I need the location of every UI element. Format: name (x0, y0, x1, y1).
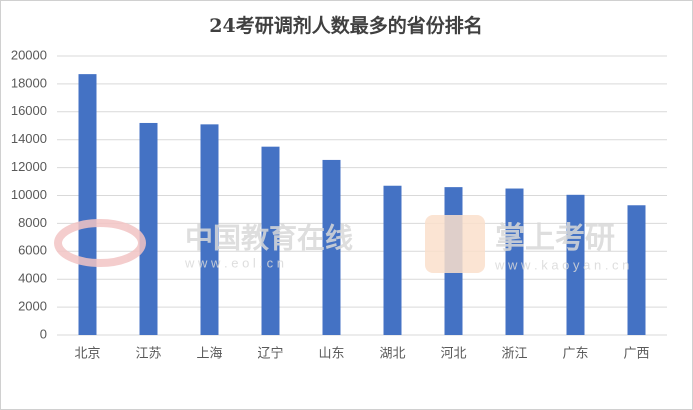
x-tick-label: 北京 (74, 345, 100, 360)
watermark-url: w w w . e o l . c n (184, 255, 284, 270)
x-tick-label: 浙江 (501, 345, 527, 360)
y-tick-label: 12000 (11, 159, 47, 174)
bar (139, 122, 158, 336)
bar (322, 159, 341, 335)
y-tick-label: 14000 (11, 131, 47, 146)
watermark-name: 掌上考研 (495, 222, 615, 255)
y-tick-label: 18000 (11, 75, 47, 90)
bar (505, 188, 524, 335)
x-tick-label: 山东 (318, 345, 344, 360)
x-tick-label: 河北 (440, 345, 466, 360)
y-tick-label: 10000 (11, 187, 47, 202)
watermark-1: 中国教育在线 w w w . e o l . c n (54, 219, 353, 270)
bar (627, 205, 646, 335)
bar (566, 194, 585, 335)
y-tick-label: 8000 (18, 215, 47, 230)
bars (78, 74, 646, 336)
y-tick-label: 0 (40, 326, 47, 341)
y-tick-label: 2000 (18, 299, 47, 314)
x-tick-label: 广西 (623, 345, 649, 360)
watermark-2: 掌上考研 w w w . k a o y a n . c n (425, 215, 629, 273)
x-tick-label: 上海 (196, 345, 222, 360)
x-tick-label: 广东 (562, 345, 588, 360)
bar (383, 185, 402, 335)
watermark-url: w w w . k a o y a n . c n (494, 257, 629, 272)
y-tick-label: 20000 (11, 47, 47, 62)
watermark-name: 中国教育在线 (185, 221, 353, 253)
bar (78, 74, 97, 335)
bar (261, 146, 280, 335)
y-tick-label: 16000 (11, 103, 47, 118)
y-tick-label: 4000 (18, 271, 47, 286)
x-tick-label: 辽宁 (257, 345, 283, 360)
x-tick-label: 湖北 (379, 345, 405, 360)
chart-title: 24考研调剂人数最多的省份排名 (209, 14, 482, 37)
y-tick-label: 6000 (18, 243, 47, 258)
grid: 0 2000 4000 6000 8000 10000 12000 14000 16000 180… (11, 47, 667, 360)
bar (200, 124, 219, 335)
x-tick-label: 江苏 (135, 345, 161, 360)
